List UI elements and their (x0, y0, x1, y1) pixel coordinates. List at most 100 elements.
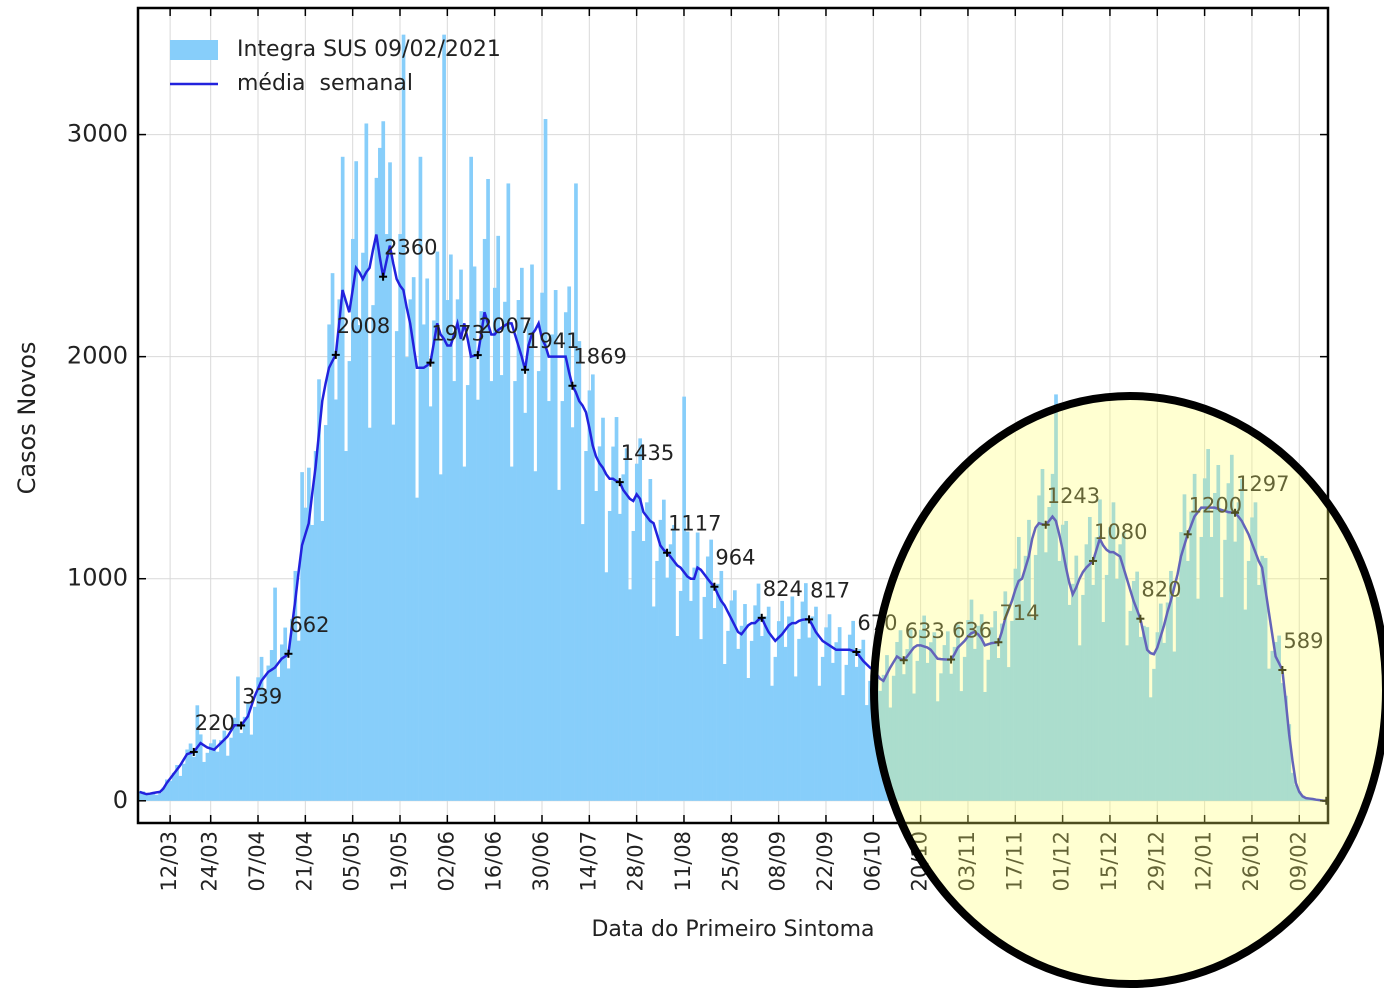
bar (628, 589, 632, 801)
bar (1091, 584, 1096, 801)
bar (290, 618, 294, 801)
bar (371, 305, 375, 801)
bar (418, 156, 423, 801)
bar (709, 539, 714, 801)
bar (665, 577, 670, 801)
bar (459, 269, 463, 801)
bar (540, 292, 544, 801)
bar (1206, 449, 1210, 801)
legend-swatch (170, 40, 218, 60)
y-tick-label: 0 (113, 786, 128, 814)
bar (310, 524, 315, 801)
bar (1023, 555, 1028, 801)
bar (979, 614, 984, 801)
data-label: 817 (810, 578, 850, 602)
bar (1064, 520, 1068, 801)
x-axis-label: Data do Primeiro Sintoma (591, 917, 874, 942)
bar (435, 251, 440, 801)
bar (1125, 645, 1129, 801)
point-marker (1041, 520, 1050, 529)
bar (766, 606, 771, 801)
bar (198, 734, 203, 801)
bar (506, 183, 511, 801)
bar (449, 254, 453, 801)
bar (969, 599, 974, 801)
bar (746, 677, 751, 801)
bar (279, 644, 284, 801)
legend-label: média semanal (237, 71, 413, 96)
bar (770, 685, 774, 801)
bar (205, 752, 210, 801)
bar (192, 756, 196, 801)
x-tick-label: 08/09 (766, 831, 790, 892)
bar (1131, 580, 1136, 801)
x-tick-label: 28/07 (624, 831, 648, 892)
bar (797, 638, 801, 801)
bar (516, 300, 521, 801)
bar (1071, 583, 1075, 801)
bar (293, 570, 298, 801)
bar (340, 156, 345, 801)
bar (1027, 519, 1031, 801)
data-label: 2007 (479, 314, 532, 338)
x-tick-label: 11/08 (671, 831, 695, 892)
bar (773, 656, 778, 801)
bar (1169, 570, 1173, 801)
bar (1162, 642, 1167, 801)
bar (841, 695, 845, 801)
bar (492, 287, 497, 801)
bar (743, 604, 747, 801)
bar (1115, 578, 1119, 801)
bar (378, 147, 382, 801)
data-label: 714 (999, 601, 1039, 625)
bar (1294, 784, 1298, 801)
bar (553, 290, 558, 801)
x-tick-label: 30/06 (529, 831, 553, 892)
x-tick-label: 09/02 (1286, 831, 1310, 892)
bar (1152, 668, 1156, 801)
bar (1236, 502, 1241, 801)
bar (885, 655, 889, 801)
point-marker (852, 648, 861, 657)
bar (374, 177, 379, 801)
bar (749, 640, 754, 801)
x-tick-label: 06/10 (860, 831, 884, 892)
bar (945, 631, 950, 801)
bar (344, 451, 348, 801)
bar (814, 606, 818, 801)
bar (918, 629, 923, 801)
bar (398, 234, 402, 801)
bar (1290, 772, 1295, 801)
bar (536, 371, 541, 801)
bar (408, 299, 413, 801)
bar (587, 390, 592, 801)
bar (1060, 524, 1065, 801)
bar (1202, 478, 1207, 801)
bar (347, 361, 352, 801)
bar (753, 605, 757, 801)
bar (1050, 473, 1055, 801)
bar (662, 499, 666, 801)
bar (1054, 394, 1058, 801)
bar (591, 374, 595, 801)
bar (1226, 483, 1231, 801)
point-marker (805, 615, 814, 624)
bar (939, 673, 943, 801)
bar (327, 324, 331, 801)
bar (1277, 635, 1281, 801)
bar (1104, 574, 1109, 801)
point-marker (663, 548, 672, 557)
point-marker (237, 721, 246, 730)
bar (621, 474, 626, 801)
bar (803, 583, 808, 801)
axes: 0 1000 2000 3000 12/03 24/03 07/04 21/04 05/05 19… (67, 6, 1330, 892)
bar (807, 637, 812, 801)
bar (405, 357, 409, 801)
y-tick-label: 3000 (67, 120, 128, 148)
bar (929, 642, 933, 801)
bar (1243, 609, 1248, 801)
point-marker (1089, 556, 1098, 565)
bar (175, 765, 179, 801)
data-label: 1435 (621, 441, 674, 465)
bar (739, 625, 744, 801)
